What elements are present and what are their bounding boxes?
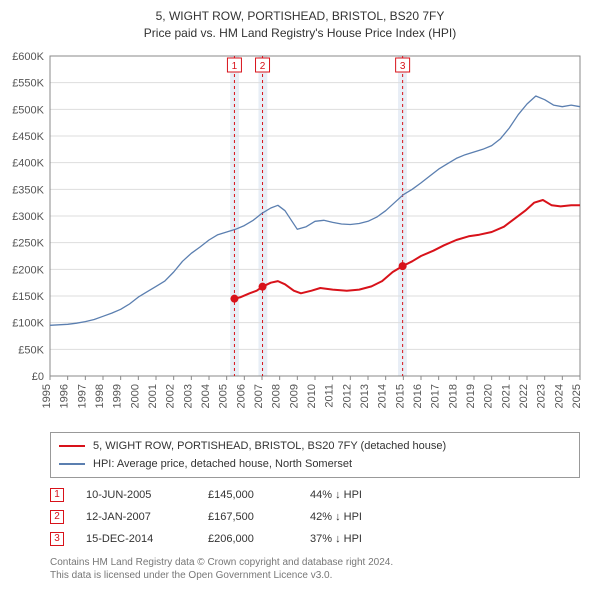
event-row: 1 10-JUN-2005 £145,000 44% ↓ HPI: [50, 484, 580, 506]
price-chart: £0 £50K £100K £150K £200K £250K £300K £350K £400…: [0, 46, 600, 426]
title-line-1: 5, WIGHT ROW, PORTISHEAD, BRISTOL, BS20 …: [10, 8, 590, 25]
svg-text:1999: 1999: [112, 384, 124, 408]
legend-swatch: [59, 445, 85, 447]
svg-text:£400K: £400K: [12, 157, 44, 169]
footer-line-2: This data is licensed under the Open Gov…: [50, 569, 580, 583]
event-date: 12-JAN-2007: [86, 511, 186, 523]
svg-text:2007: 2007: [253, 384, 265, 408]
event-delta: 37% ↓ HPI: [310, 533, 362, 545]
svg-text:2016: 2016: [412, 384, 424, 408]
svg-text:£350K: £350K: [12, 184, 44, 196]
legend: 5, WIGHT ROW, PORTISHEAD, BRISTOL, BS20 …: [50, 432, 580, 478]
svg-text:2: 2: [260, 61, 266, 72]
footer-line-1: Contains HM Land Registry data © Crown c…: [50, 556, 580, 570]
event-marker: 3: [50, 532, 64, 546]
svg-text:2009: 2009: [288, 384, 300, 408]
svg-text:1997: 1997: [76, 384, 88, 408]
event-price: £206,000: [208, 533, 288, 545]
event-delta: 42% ↓ HPI: [310, 511, 362, 523]
legend-swatch: [59, 463, 85, 465]
event-price: £145,000: [208, 489, 288, 501]
svg-text:£50K: £50K: [18, 344, 44, 356]
event-date: 10-JUN-2005: [86, 489, 186, 501]
chart-titles: 5, WIGHT ROW, PORTISHEAD, BRISTOL, BS20 …: [0, 0, 600, 46]
event-date: 15-DEC-2014: [86, 533, 186, 545]
event-row: 2 12-JAN-2007 £167,500 42% ↓ HPI: [50, 506, 580, 528]
svg-text:2015: 2015: [394, 384, 406, 408]
svg-text:£100K: £100K: [12, 317, 44, 329]
event-table: 1 10-JUN-2005 £145,000 44% ↓ HPI 2 12-JAN-200…: [50, 484, 580, 550]
svg-text:2019: 2019: [465, 384, 477, 408]
svg-text:2018: 2018: [447, 384, 459, 408]
legend-item: HPI: Average price, detached house, Nort…: [59, 455, 571, 473]
svg-text:3: 3: [400, 61, 406, 72]
svg-text:1996: 1996: [59, 384, 71, 408]
event-row: 3 15-DEC-2014 £206,000 37% ↓ HPI: [50, 528, 580, 550]
svg-text:2012: 2012: [341, 384, 353, 408]
legend-label: 5, WIGHT ROW, PORTISHEAD, BRISTOL, BS20 …: [93, 440, 446, 452]
event-marker: 1: [50, 488, 64, 502]
svg-text:2004: 2004: [200, 384, 212, 408]
svg-text:2022: 2022: [518, 384, 530, 408]
svg-text:2008: 2008: [271, 384, 283, 408]
svg-text:£0: £0: [32, 371, 44, 383]
svg-text:2011: 2011: [324, 384, 336, 408]
event-price: £167,500: [208, 511, 288, 523]
legend-item: 5, WIGHT ROW, PORTISHEAD, BRISTOL, BS20 …: [59, 437, 571, 455]
title-line-2: Price paid vs. HM Land Registry's House …: [10, 25, 590, 42]
svg-text:£300K: £300K: [12, 211, 44, 223]
svg-text:£250K: £250K: [12, 237, 44, 249]
svg-text:2013: 2013: [359, 384, 371, 408]
svg-text:2000: 2000: [129, 384, 141, 408]
svg-text:1: 1: [232, 61, 238, 72]
event-delta: 44% ↓ HPI: [310, 489, 362, 501]
legend-label: HPI: Average price, detached house, Nort…: [93, 458, 352, 470]
svg-text:2024: 2024: [553, 384, 565, 408]
svg-text:2025: 2025: [571, 384, 583, 408]
svg-text:2001: 2001: [147, 384, 159, 408]
svg-text:2005: 2005: [218, 384, 230, 408]
svg-text:2023: 2023: [536, 384, 548, 408]
svg-text:2002: 2002: [165, 384, 177, 408]
svg-text:2017: 2017: [430, 384, 442, 408]
svg-text:2003: 2003: [182, 384, 194, 408]
svg-text:£450K: £450K: [12, 131, 44, 143]
svg-text:£550K: £550K: [12, 77, 44, 89]
event-marker: 2: [50, 510, 64, 524]
svg-text:£200K: £200K: [12, 264, 44, 276]
svg-text:1998: 1998: [94, 384, 106, 408]
svg-text:2014: 2014: [377, 384, 389, 408]
svg-text:£500K: £500K: [12, 104, 44, 116]
attribution-footer: Contains HM Land Registry data © Crown c…: [50, 556, 580, 583]
svg-text:2006: 2006: [235, 384, 247, 408]
svg-text:2021: 2021: [500, 384, 512, 408]
svg-text:2020: 2020: [483, 384, 495, 408]
svg-text:2010: 2010: [306, 384, 318, 408]
svg-text:£150K: £150K: [12, 291, 44, 303]
svg-text:£600K: £600K: [12, 51, 44, 63]
svg-text:1995: 1995: [41, 384, 53, 408]
